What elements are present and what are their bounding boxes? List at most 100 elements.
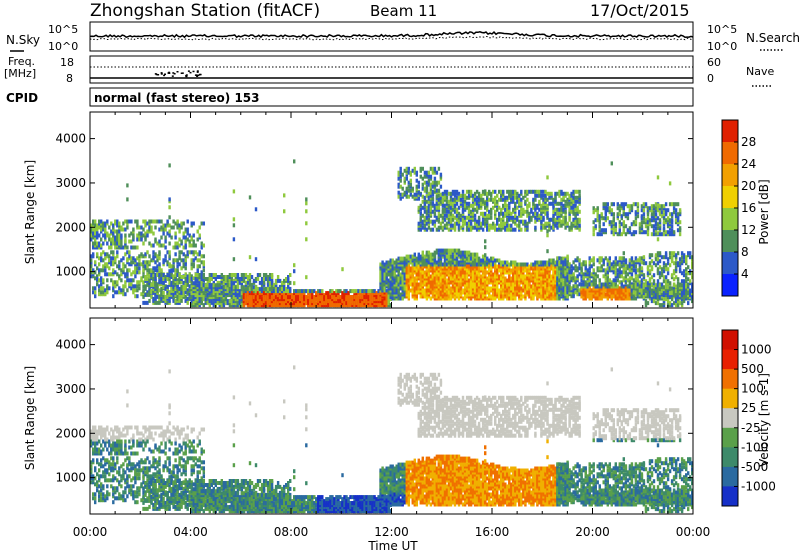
- power-cell: [514, 213, 517, 218]
- power-cell: [250, 285, 254, 290]
- power-cell: [172, 264, 175, 269]
- power-cell: [441, 225, 445, 230]
- power-cell: [156, 258, 159, 263]
- power-cell: [371, 295, 374, 300]
- power-cell: [150, 282, 153, 287]
- power-cell: [268, 295, 272, 300]
- power-cell: [222, 280, 226, 285]
- power-cell: [522, 195, 525, 200]
- power-cell: [226, 275, 230, 279]
- power-cell: [486, 219, 489, 224]
- power-cell: [556, 272, 559, 277]
- power-cell: [560, 274, 563, 279]
- power-cell: [510, 286, 513, 291]
- power-cell: [431, 192, 435, 197]
- power-cell: [204, 283, 208, 288]
- power-cell: [104, 252, 107, 257]
- power-cell: [443, 254, 447, 259]
- power-cell: [200, 254, 203, 259]
- power-cell: [146, 282, 149, 287]
- power-cell: [186, 296, 189, 301]
- power-cell: [397, 194, 400, 199]
- power-cell: [355, 295, 358, 300]
- power-cell: [508, 215, 511, 220]
- power-cell: [516, 205, 519, 210]
- power-cell: [431, 180, 435, 185]
- power-cell: [363, 289, 366, 294]
- power-cell: [359, 289, 362, 294]
- power-cell: [108, 254, 111, 259]
- freq-label-2: [MHz]: [4, 67, 36, 80]
- power-cell: [510, 260, 513, 265]
- power-cell: [289, 280, 292, 285]
- power-cell: [510, 268, 513, 273]
- power-cell: [558, 201, 561, 206]
- power-cell: [486, 296, 489, 301]
- power-cell: [524, 209, 527, 214]
- power-cell: [453, 266, 457, 271]
- power-cell: [465, 205, 469, 210]
- power-cell: [445, 248, 449, 253]
- freq-scatter-dot: [194, 74, 197, 76]
- power-cell: [494, 258, 497, 263]
- power-cell: [188, 250, 191, 255]
- power-cell: [96, 235, 99, 240]
- power-cell: [447, 260, 451, 265]
- power-cell: [365, 301, 368, 306]
- power-cell: [490, 207, 493, 212]
- power-cell: [564, 225, 567, 230]
- power-cell: [443, 217, 447, 222]
- power-cell: [150, 243, 153, 248]
- power-cell: [178, 296, 181, 301]
- power-cell: [250, 282, 254, 287]
- power-cell: [166, 277, 169, 281]
- power-cell: [437, 188, 441, 193]
- power-cell: [176, 245, 179, 250]
- power-cell: [506, 211, 509, 216]
- power-cell: [423, 209, 427, 214]
- power-cell: [164, 278, 167, 283]
- power-cell: [524, 189, 527, 194]
- power-cell: [405, 166, 409, 171]
- power-cell: [144, 219, 147, 224]
- station-title: Zhongshan Station (fitACF): [90, 1, 320, 21]
- power-cell: [520, 286, 523, 291]
- power-cell: [90, 258, 93, 263]
- power-cell: [540, 193, 543, 198]
- power-cell: [445, 213, 449, 218]
- power-cell: [102, 241, 105, 246]
- power-cell: [174, 286, 177, 291]
- power-cell: [457, 288, 461, 293]
- power-cell: [198, 299, 201, 304]
- power-cell: [150, 268, 153, 273]
- power-cell: [270, 297, 274, 302]
- power-cell: [158, 262, 161, 267]
- power-cell: [403, 190, 407, 195]
- power-cell: [492, 272, 495, 277]
- power-cell: [196, 293, 199, 298]
- power-cell: [188, 239, 191, 244]
- power-cell: [158, 243, 161, 248]
- power-cell: [496, 284, 499, 289]
- power-cell: [244, 280, 248, 285]
- power-cell: [496, 199, 499, 204]
- power-cell: [170, 273, 173, 277]
- power-cell: [530, 284, 533, 289]
- power-cell: [522, 207, 525, 212]
- power-cell: [508, 296, 511, 301]
- power-cell: [196, 264, 199, 269]
- power-cell: [429, 296, 433, 301]
- power-cell: [409, 182, 413, 187]
- power-cell: [128, 254, 131, 259]
- power-cell: [130, 278, 133, 283]
- power-cell: [200, 221, 203, 226]
- power-cell: [329, 289, 332, 294]
- power-cell: [166, 231, 169, 236]
- power-cell: [409, 266, 413, 271]
- power-cell: [108, 272, 111, 277]
- power-cell: [164, 286, 167, 291]
- power-cell: [409, 170, 413, 175]
- power-cell: [538, 288, 541, 293]
- power-cell: [158, 278, 161, 283]
- power-cell: [429, 227, 433, 232]
